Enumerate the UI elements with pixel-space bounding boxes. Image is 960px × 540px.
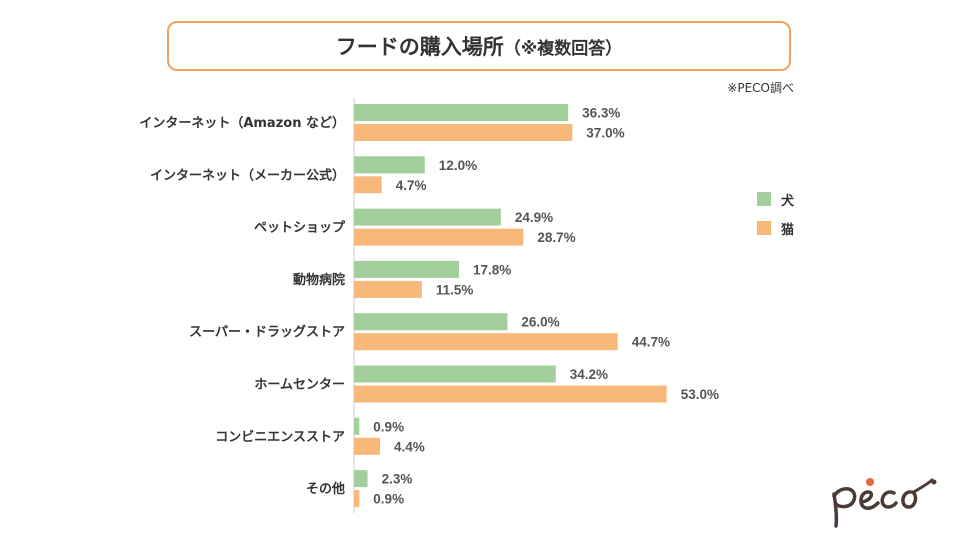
category-label: その他 [306, 481, 345, 497]
bar-dog [354, 208, 501, 226]
category-label: ホームセンター [254, 378, 345, 393]
bar-dog [354, 470, 368, 488]
value-label-dog: 24.9% [515, 210, 553, 225]
chart-legend: 犬 猫 [757, 191, 794, 249]
value-label-dog: 17.8% [473, 262, 511, 277]
bar-cat [354, 228, 524, 246]
bar-cat [354, 280, 422, 298]
value-label-dog: 36.3% [582, 106, 620, 121]
category-label: インターネット（Amazon など） [139, 115, 345, 131]
legend-label-cat: 猫 [781, 222, 795, 238]
value-label-cat: 4.4% [394, 439, 425, 454]
category-label: インターネット（メーカー公式） [150, 167, 345, 183]
peco-logo: peco [828, 476, 948, 532]
category-label: コンビニエンスストア [215, 429, 345, 445]
bar-dog [354, 365, 556, 383]
value-label-cat: 4.7% [396, 178, 427, 193]
chart-title-note: （※複数回答） [503, 39, 623, 59]
source-note: ※PECO調べ [727, 81, 794, 95]
chart-title-box: フードの購入場所（※複数回答） [167, 21, 791, 71]
bar-cat [354, 385, 667, 403]
bar-dog [354, 104, 569, 121]
peco-logo-image [832, 478, 937, 528]
value-label-dog: 0.9% [373, 419, 404, 434]
bar-dog [354, 417, 360, 435]
value-label-cat: 44.7% [632, 335, 670, 350]
legend-item-cat: 猫 [757, 220, 795, 238]
legend-item-dog: 犬 [757, 191, 795, 209]
chart-title: フードの購入場所（※複数回答） [336, 31, 623, 61]
value-label-dog: 2.3% [382, 472, 413, 487]
value-label-cat: 28.7% [537, 230, 575, 245]
value-label-cat: 53.0% [681, 387, 719, 402]
bar-cat [354, 124, 573, 141]
value-label-cat: 11.5% [436, 282, 474, 297]
legend-swatch-dog [757, 192, 771, 206]
value-label-cat: 0.9% [373, 492, 404, 507]
bar-cat [354, 176, 382, 194]
bar-dog [354, 313, 508, 331]
category-label: ペットショップ [254, 221, 346, 236]
category-label: 動物病院 [293, 272, 345, 288]
value-label-dog: 26.0% [521, 315, 559, 330]
value-label-dog: 34.2% [570, 367, 608, 382]
legend-swatch-cat [757, 221, 771, 235]
value-label-dog: 12.0% [439, 158, 477, 173]
bar-dog [354, 156, 425, 174]
bar-cat [354, 437, 380, 455]
bar-cat [354, 333, 618, 351]
value-label-cat: 37.0% [586, 126, 624, 141]
chart-title-main: フードの購入場所 [335, 35, 504, 59]
legend-label-dog: 犬 [781, 193, 795, 209]
category-label: スーパー・ドラッグストア [189, 324, 345, 340]
bar-cat [354, 490, 360, 508]
bar-dog [354, 260, 460, 278]
